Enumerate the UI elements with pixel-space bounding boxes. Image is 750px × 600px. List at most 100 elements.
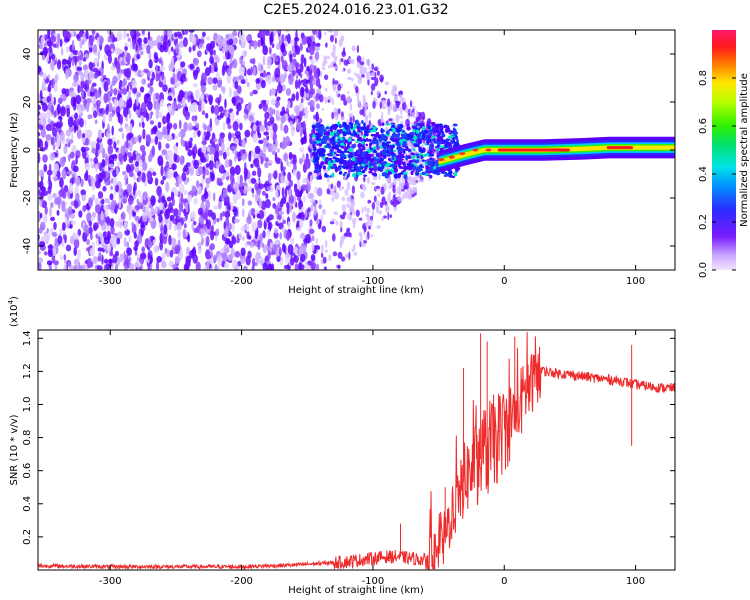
heat-cell — [426, 171, 433, 174]
heat-cell — [171, 198, 175, 207]
heat-cell — [362, 96, 367, 105]
heat-cell — [244, 241, 248, 249]
heat-cell — [103, 258, 109, 264]
heat-cell — [288, 76, 294, 85]
heat-cell — [334, 191, 340, 200]
heat-cell — [257, 239, 261, 250]
heat-cell — [287, 221, 291, 229]
heat-cell — [172, 101, 178, 111]
heat-cell — [88, 70, 95, 81]
heat-cell — [47, 193, 53, 201]
heat-cell — [74, 124, 79, 131]
heat-cell — [296, 170, 301, 181]
heat-cell — [117, 217, 123, 229]
heat-cell — [214, 150, 220, 160]
heat-cell — [359, 148, 363, 154]
heat-cell — [367, 78, 370, 86]
heat-cell — [415, 168, 419, 173]
heat-cell — [60, 47, 64, 56]
heat-cell — [193, 197, 198, 205]
heat-cell — [351, 157, 356, 162]
heat-cell — [93, 157, 99, 164]
heat-cell — [173, 171, 178, 178]
heat-cell — [205, 177, 212, 184]
heat-cell — [334, 66, 338, 70]
heat-cell — [441, 133, 446, 138]
heat-cell — [254, 145, 261, 155]
heat-cell — [385, 206, 390, 212]
heat-cell — [322, 129, 327, 133]
heat-cell — [95, 142, 100, 151]
heat-cell — [73, 73, 79, 83]
heat-cell — [217, 255, 223, 266]
heat-cell — [201, 237, 204, 245]
heat-cell — [366, 177, 371, 184]
heat-cell — [188, 165, 192, 173]
heat-cell — [345, 124, 349, 130]
heat-cell — [161, 260, 167, 269]
heat-cell — [248, 209, 252, 216]
heat-cell — [443, 171, 448, 175]
heat-cell — [210, 147, 216, 155]
heat-cell — [356, 125, 360, 130]
heat-cell — [337, 251, 343, 259]
heat-cell — [339, 220, 343, 229]
heat-cell — [222, 86, 226, 95]
heat-cell — [294, 62, 300, 69]
heat-cell — [311, 124, 317, 129]
heat-cell — [437, 131, 442, 136]
heat-cell — [114, 98, 118, 108]
heat-cell — [237, 157, 241, 162]
heat-cell — [318, 174, 323, 180]
heat-cell — [181, 171, 187, 182]
heat-cell — [145, 134, 151, 145]
heat-cell — [411, 125, 417, 129]
heat-cell — [217, 79, 222, 88]
heat-cell — [260, 156, 264, 165]
heat-cell — [347, 90, 350, 94]
heat-cell — [57, 136, 61, 146]
heat-cell — [161, 149, 168, 156]
heat-cell — [96, 265, 103, 270]
heat-cell — [284, 30, 290, 33]
heat-cell — [372, 137, 377, 141]
heat-cell — [337, 265, 341, 270]
heat-cell — [56, 33, 61, 43]
heat-cell — [104, 208, 109, 218]
heat-cell — [315, 237, 319, 246]
heat-cell — [422, 130, 428, 135]
heat-cell — [98, 252, 102, 257]
heat-cell — [205, 163, 210, 168]
heat-cell — [453, 130, 457, 137]
heat-cell — [209, 50, 214, 57]
heat-cell — [329, 221, 335, 225]
heat-cell — [274, 227, 279, 235]
heat-cell — [274, 98, 280, 109]
snr-y-ticks: 0.20.40.60.81.01.21.4 — [22, 330, 675, 545]
heat-cell — [92, 44, 98, 55]
heat-cell — [239, 55, 243, 65]
heat-cell — [91, 82, 97, 87]
heat-cell — [158, 80, 164, 88]
heat-cell — [304, 159, 311, 170]
heat-cell — [344, 146, 349, 151]
heat-cell — [53, 221, 57, 231]
heat-cell — [295, 91, 299, 101]
heat-cell — [315, 219, 320, 225]
heat-cell — [183, 37, 188, 48]
heat-cell — [142, 214, 148, 223]
heat-cell — [63, 263, 67, 270]
heat-cell — [192, 83, 198, 88]
heat-cell — [289, 152, 292, 159]
heat-cell — [318, 203, 323, 210]
heat-cell — [340, 214, 346, 220]
heat-cell — [92, 255, 98, 264]
snr-x-axis-label: Height of straight line (km) — [288, 585, 424, 596]
heat-cell — [128, 144, 133, 152]
heat-cell — [166, 153, 169, 162]
heat-cell — [166, 196, 172, 202]
heat-cell — [53, 110, 57, 118]
heat-cell — [223, 221, 227, 231]
heat-cell — [91, 30, 96, 36]
heat-cell — [271, 243, 278, 253]
